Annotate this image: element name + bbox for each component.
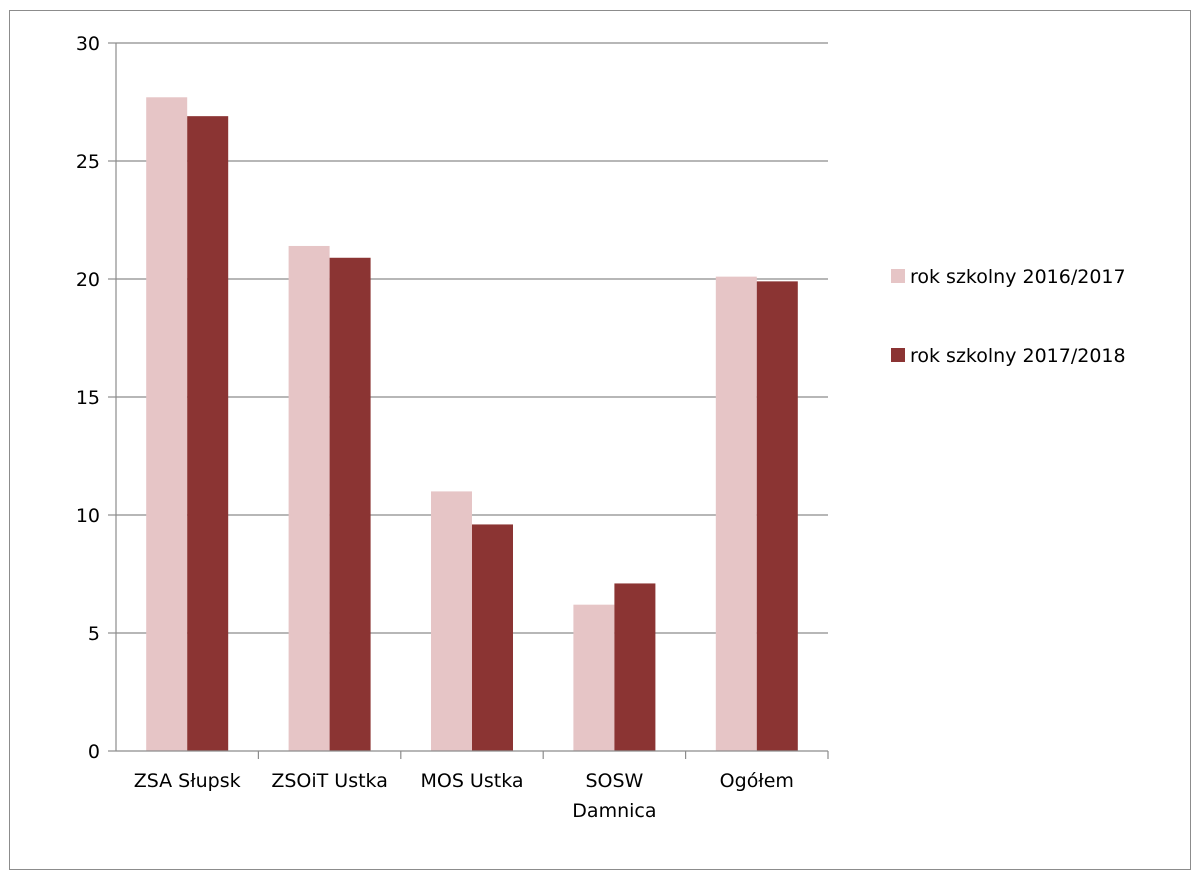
x-tick-label: ZSOiT Ustka: [271, 770, 388, 792]
bar-series-2: [756, 281, 798, 751]
bar-series-1: [573, 604, 615, 751]
y-tick-label: 15: [76, 387, 100, 409]
bar-series-2: [614, 583, 656, 751]
x-tick-label: SOSW: [585, 770, 643, 792]
y-tick-label: 0: [88, 741, 100, 763]
legend: rok szkolny 2016/2017 rok szkolny 2017/20…: [891, 266, 1126, 367]
bar-series-1: [288, 245, 330, 751]
legend-swatch: [891, 348, 905, 362]
gridlines: [116, 42, 828, 634]
x-tick-label: Damnica: [572, 800, 656, 822]
x-tick-label: MOS Ustka: [420, 770, 523, 792]
y-tick-label: 10: [76, 505, 100, 527]
bar-series-1: [431, 491, 472, 751]
bar-series-1: [146, 97, 188, 751]
y-tick-label: 25: [76, 151, 100, 173]
y-tick-label: 5: [88, 623, 100, 645]
bars: [146, 97, 798, 751]
x-tick-label: ZSA Słupsk: [134, 770, 241, 792]
legend-swatch: [891, 269, 905, 283]
bar-series-2: [329, 257, 371, 751]
y-tick-label: 30: [76, 33, 100, 55]
x-tick-labels: ZSA Słupsk ZSOiT Ustka MOS Ustka SOSW Damnic…: [134, 770, 794, 822]
legend-label: rok szkolny 2016/2017: [910, 266, 1126, 288]
y-tick-labels: 0 5 10 15 20 25 30: [76, 33, 100, 763]
legend-label: rok szkolny 2017/2018: [910, 345, 1126, 367]
x-tick-label: Ogółem: [720, 770, 794, 792]
bar-chart: 0 5 10 15 20 25 30 ZSA Słupsk ZSOiT Ustka MOS Us…: [76, 33, 1126, 822]
axes: [108, 42, 829, 759]
y-tick-label: 20: [76, 269, 100, 291]
bar-series-2: [472, 524, 513, 751]
bar-series-2: [187, 116, 229, 751]
bar-series-1: [715, 276, 757, 751]
